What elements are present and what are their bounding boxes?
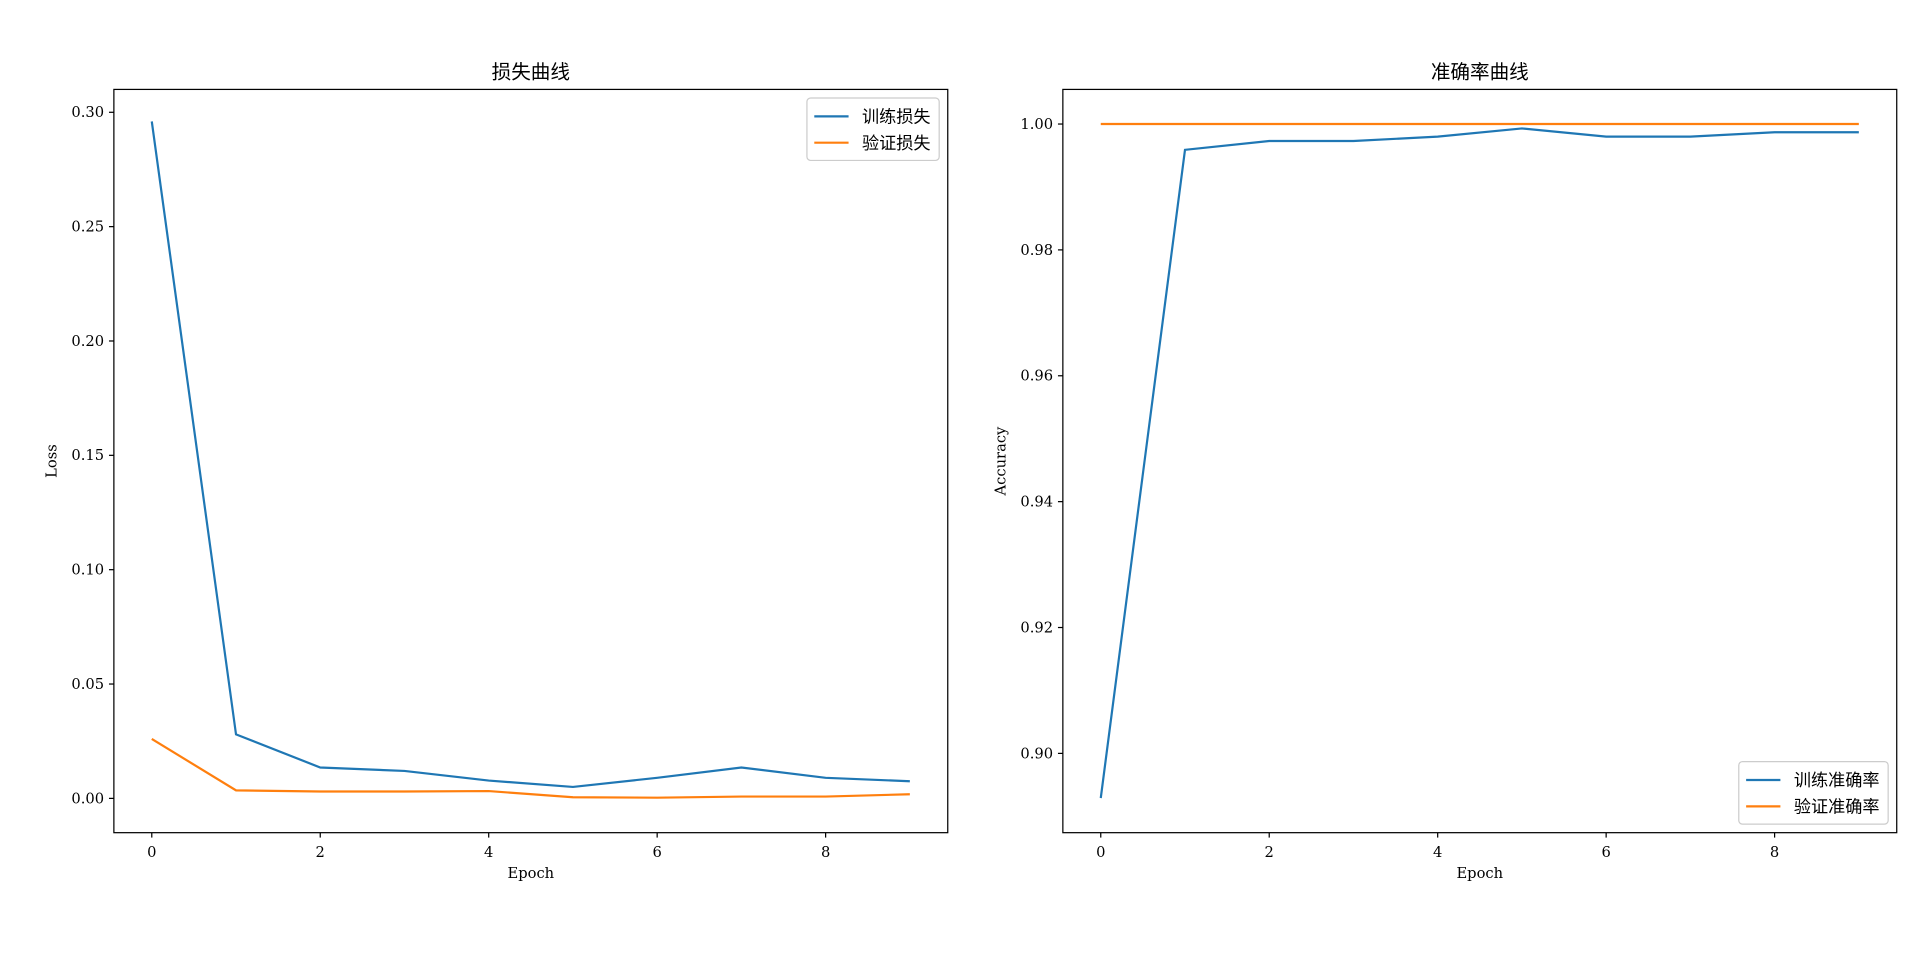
x-tick-label: 2 [1265,844,1274,861]
legend-label: 训练准确率 [1794,771,1880,791]
x-axis-label: Epoch [1456,865,1503,882]
y-tick-label: 0.00 [71,790,104,807]
y-tick-label: 0.05 [71,676,104,693]
data-line [151,737,910,799]
x-tick-label: 4 [1433,844,1442,861]
y-tick-label: 0.96 [1020,368,1053,385]
legend-label: 验证损失 [862,134,930,154]
data-line [1099,127,1859,799]
chart-title: 准确率曲线 [1431,60,1529,83]
y-tick-label: 0.30 [71,104,104,121]
y-tick-label: 0.20 [71,333,104,350]
y-tick-label: 0.98 [1020,242,1053,259]
data-line [150,121,910,789]
y-tick-label: 0.92 [1020,619,1053,636]
chart-title: 损失曲线 [492,60,570,83]
y-tick-label: 0.94 [1020,494,1053,511]
y-tick-label: 0.10 [71,562,104,579]
legend-label: 训练损失 [862,107,930,127]
x-tick-label: 6 [1601,844,1610,861]
x-tick-label: 6 [652,844,661,861]
x-axis-label: Epoch [507,865,554,882]
plot-frame [113,88,949,834]
x-tick-label: 0 [147,844,156,861]
legend-box [1738,761,1889,825]
x-tick-label: 2 [316,844,325,861]
legend-label: 验证准确率 [1794,797,1880,817]
x-tick-label: 8 [821,844,830,861]
plot-frame [1062,88,1898,834]
y-axis-label: Accuracy [992,426,1009,497]
legend-box [806,97,940,162]
y-tick-label: 0.25 [71,219,104,236]
y-axis-label: Loss [43,444,60,478]
x-tick-label: 4 [484,844,493,861]
y-tick-label: 0.90 [1020,745,1053,762]
y-tick-label: 1.00 [1020,116,1053,133]
y-tick-label: 0.15 [71,447,104,464]
x-tick-label: 8 [1770,844,1779,861]
x-tick-label: 0 [1096,844,1105,861]
